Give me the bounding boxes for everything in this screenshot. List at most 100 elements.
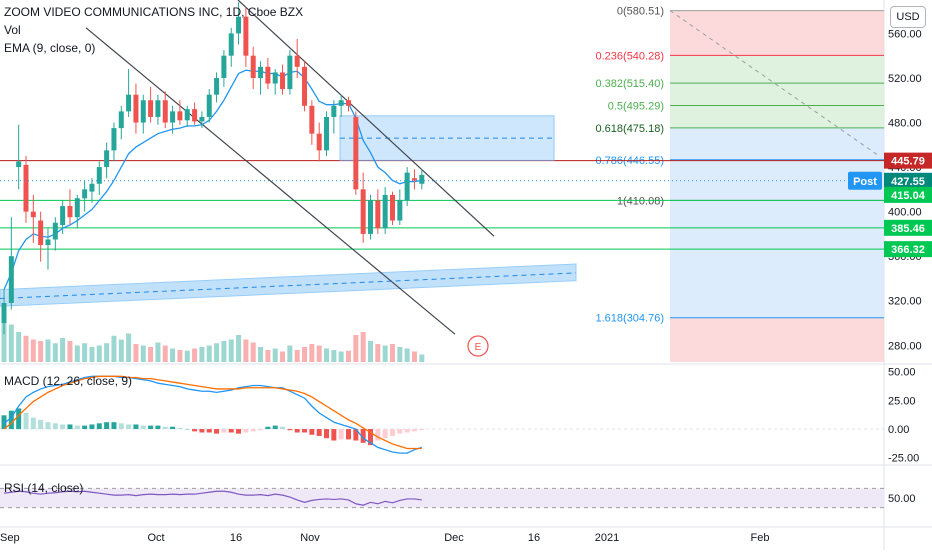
volume-bar [60,338,66,362]
volume-bar [258,347,264,362]
volume-bar [16,332,22,362]
macd-histogram-bar [360,429,366,443]
volume-bar [280,351,286,362]
currency-button[interactable]: USD [890,6,926,28]
volume-bar [265,350,271,362]
candle-body [250,55,256,78]
macd-histogram-bar [111,422,117,430]
time-axis-tick: 16 [230,532,242,544]
volume-bar [118,339,124,362]
volume-legend: Vol [4,23,21,37]
candle-body [148,100,154,117]
fib-level-label: 0(580.51) [617,6,664,18]
volume-bar [38,341,44,362]
price-label: 385.46 [891,223,925,235]
candle-body [60,206,66,225]
volume-bar [89,347,95,362]
zone-band-midline [0,272,577,300]
candle-body [302,66,308,106]
candle-body [338,100,344,106]
candle-body [221,55,227,78]
fib-level-label: 1(410.08) [617,195,664,207]
time-axis-tick: 2021 [595,532,619,544]
macd-histogram-bar [67,424,73,430]
price-axis-tick: 280.00 [888,340,922,352]
candle-body [331,105,337,117]
candle-body [140,100,146,123]
candle-body [38,220,44,246]
fib-zone [670,200,884,318]
macd-histogram-bar [353,429,359,441]
candle-body [324,116,330,151]
volume-bar [155,342,161,362]
time-axis-tick: 16 [528,532,540,544]
macd-histogram-bar [89,424,95,430]
candle-body [294,55,300,67]
candle-body [236,16,242,34]
volume-bar [316,345,322,362]
fib-zone [670,105,884,128]
volume-bar [375,344,381,362]
volume-bar [8,324,14,362]
fib-zone [670,10,884,56]
volume-bar [23,335,29,362]
candle-body [206,94,212,117]
candle-body [258,66,264,78]
candle-body [309,105,315,134]
fib-level-label: 0.618(475.18) [596,123,665,135]
candle-body [243,16,249,56]
macd-histogram-bar [287,429,293,431]
candle-body [30,211,36,218]
time-axis-tick: Oct [147,532,164,544]
ema-legend: EMA (9, close, 0) [4,41,95,55]
candle-body [360,189,366,234]
price-label-bg [884,172,932,189]
volume-bar [45,339,51,362]
candle-body [74,198,80,218]
macd-histogram-bar [397,429,403,434]
macd-histogram-bar [140,425,146,430]
price-axis-tick: 560.00 [888,28,922,40]
price-label-bg [884,241,932,258]
candle-body [118,111,124,129]
candle-body [404,172,410,201]
volume-bar [272,348,278,362]
rsi-axis-tick: 50.00 [888,493,916,505]
earnings-marker-label: E [475,342,482,353]
macd-axis-tick: 50.00 [888,367,916,379]
candle-body [411,178,417,181]
macd-histogram-bar [316,429,322,436]
volume-bar [104,343,110,362]
fib-level-label: 0.236(540.28) [596,50,665,62]
macd-histogram-bar [206,429,212,433]
macd-histogram-bar [126,424,132,430]
macd-histogram-bar [324,429,330,439]
chart-title: ZOOM VIDEO COMMUNICATIONS INC, 1D, Cboe … [4,5,303,19]
fib-level-label: 0.5(495.29) [608,100,664,112]
macd-histogram-bar [338,429,344,440]
volume-bar [228,339,234,362]
volume-bar [302,347,308,362]
candle-body [346,100,352,106]
candle-body [397,200,403,221]
candle-body [214,77,220,95]
candle-body [177,111,183,121]
fib-zone [670,83,884,106]
volume-bar [1,317,7,362]
volume-bar [199,347,205,362]
post-badge: Post [853,176,877,188]
candle-body [23,164,29,212]
volume-bar [404,348,410,362]
macd-histogram-bar [382,429,388,439]
volume-bar [338,351,344,362]
candle-body [199,116,205,122]
macd-histogram-bar [265,426,271,430]
earnings-marker [467,335,489,357]
time-axis-tick: Dec [444,532,464,544]
candle-body [389,194,395,221]
macd-histogram-bar [45,422,51,430]
candle-body [280,72,286,90]
macd-axis-tick: -25.00 [888,453,919,465]
